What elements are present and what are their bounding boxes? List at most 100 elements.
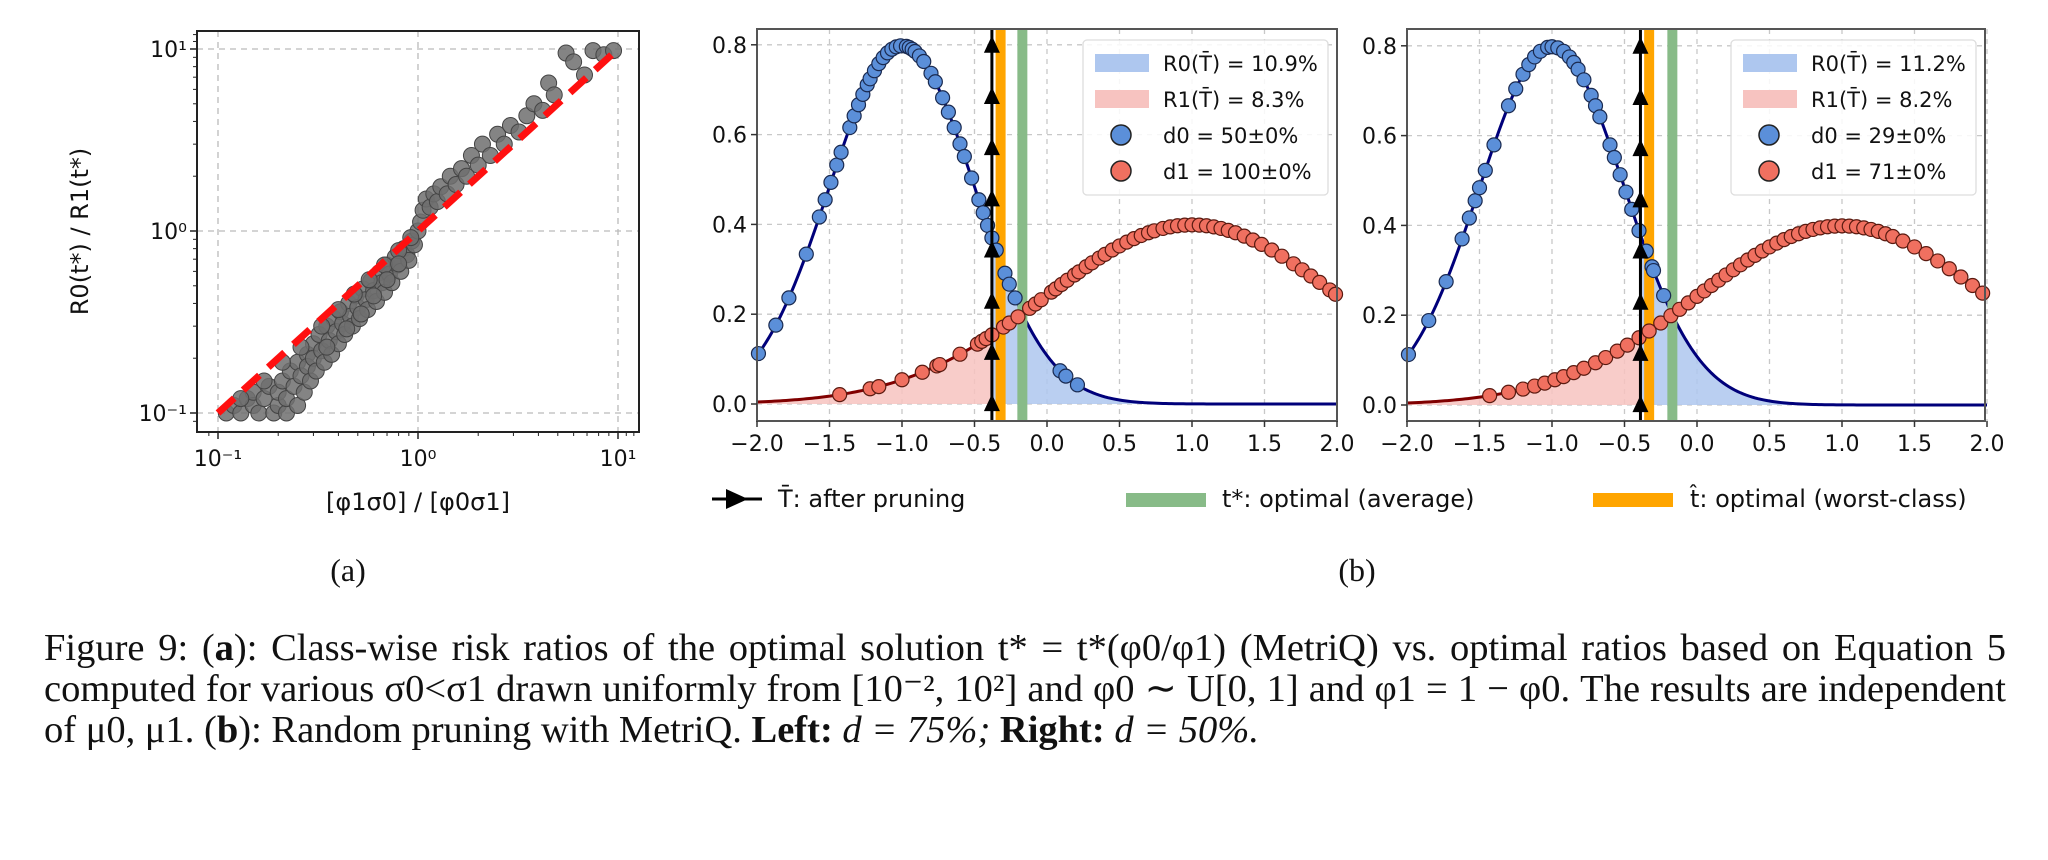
class0-sample-point	[811, 209, 827, 225]
legend-box	[1082, 39, 1329, 196]
class1-sample-point	[871, 379, 887, 395]
x-tick-label: −1.5	[1453, 432, 1506, 457]
class0-sample-point	[934, 90, 951, 106]
class0-density-curve	[1405, 45, 1987, 407]
t-bar-triangle-icon	[983, 240, 1000, 258]
red-marker-icon	[1758, 160, 1780, 182]
y-tick-label: 0.4	[712, 213, 747, 238]
y-tick-label: 10⁰	[150, 220, 187, 245]
panel-a-scatter: 10⁻¹ 10⁻¹ 10⁰ 10⁰ 10¹ 10¹ [φ1σ0] / [φ0σ1] R0(…	[66, 30, 640, 588]
y-tick-label: 0.0	[712, 393, 747, 418]
caption-a-label: a	[214, 627, 234, 669]
y-tick-label: 0.6	[712, 124, 747, 149]
subfigure-label-b: (b)	[1338, 552, 1375, 588]
x-tick-label: −1.5	[803, 432, 856, 457]
caption-a-text: : Class-wise risk ratios of the optimal …	[44, 627, 2006, 751]
class0-sample-point	[1500, 98, 1517, 114]
reference-diagonal-line	[215, 46, 621, 416]
panel-a-points	[217, 42, 623, 422]
figure-caption: Figure 9: (a): Class-wise risk ratios of…	[44, 627, 2006, 751]
class0-sample-point	[1058, 368, 1074, 384]
scatter-point	[250, 404, 268, 422]
caption-right-value: d = 50%.	[1114, 709, 1260, 751]
red-area-swatch-icon	[1743, 90, 1797, 108]
class0-sample-point	[823, 174, 839, 190]
class1-sample-point	[832, 387, 848, 403]
subfigure-label-a: (a)	[330, 552, 366, 588]
class1-sample-point	[1964, 277, 1981, 294]
class0-sample-point	[952, 136, 968, 152]
legend-label-t-bar: T̄: after pruning	[777, 484, 965, 513]
blue-marker-icon	[1758, 124, 1780, 146]
class0-sample-point	[1612, 167, 1628, 183]
class1-sample-point	[1033, 292, 1049, 308]
class0-sample-point	[1400, 346, 1417, 363]
arrow-triangle-icon	[726, 489, 748, 509]
legend-label: d1 = 100±0%	[1163, 160, 1312, 184]
class1-risk-area	[1407, 336, 1641, 405]
class1-sample-point	[1941, 261, 1957, 277]
t-bar-triangle-icon	[983, 138, 1000, 156]
red-marker-icon	[1110, 160, 1132, 182]
class1-sample-point	[1653, 315, 1669, 331]
y-tick-label: 0.2	[712, 303, 747, 328]
t-bar-triangle-icon	[1632, 190, 1649, 208]
t-bar-triangle-icon	[983, 342, 1000, 360]
blue-marker-icon	[1110, 124, 1132, 146]
class0-sample-point	[829, 157, 845, 173]
class0-sample-point	[963, 170, 980, 186]
class1-sample-point	[1619, 337, 1636, 353]
red-area-swatch-icon	[1095, 90, 1149, 108]
class1-sample-point	[1311, 274, 1328, 290]
class0-sample-point	[1602, 137, 1618, 153]
class1-sample-point	[1598, 349, 1614, 366]
legend-label: d0 = 50±0%	[1163, 124, 1298, 148]
x-tick-label: −1.0	[1525, 432, 1578, 457]
x-tick-label: −0.5	[948, 432, 1001, 457]
t-bar-triangle-icon	[1632, 36, 1649, 54]
caption-left-label: Left:	[751, 709, 833, 751]
class0-sample-point	[1467, 193, 1483, 209]
class0-sample-point	[798, 246, 814, 262]
t-bar-triangle-icon	[1632, 87, 1649, 105]
x-tick-label: −2.0	[730, 432, 783, 457]
class0-sample-point	[1486, 137, 1502, 153]
y-tick-label: 0.8	[712, 34, 747, 59]
x-tick-label: −0.5	[1598, 432, 1651, 457]
x-tick-label: 1.0	[1175, 432, 1210, 457]
class0-sample-point	[946, 119, 962, 136]
legend-label: R0(T̄) = 10.9%	[1163, 51, 1318, 76]
caption-right-label: Right:	[999, 709, 1105, 751]
blue-area-swatch-icon	[1095, 54, 1149, 72]
class1-sample-point	[1274, 248, 1290, 264]
y-tick-label: 0.4	[1362, 214, 1397, 239]
caption-b-label: b	[216, 709, 239, 751]
class1-sample-point	[1975, 285, 1991, 301]
x-tick-label: 1.5	[1247, 432, 1282, 457]
t-bar-triangle-icon	[1632, 241, 1649, 259]
legend-label: d1 = 71±0%	[1811, 160, 1946, 184]
x-tick-label: −1.0	[875, 432, 928, 457]
class0-sample-point	[1477, 162, 1493, 178]
x-tick-label: 0.0	[1030, 432, 1065, 457]
class0-sample-point	[1576, 72, 1592, 88]
class0-sample-point	[1471, 180, 1488, 196]
y-tick-label: 0.6	[1362, 125, 1397, 150]
class0-sample-point	[750, 345, 767, 362]
panel-b-left: −2.0 −1.5 −1.0 −0.5 0.0 0.5 1.0 1.5 2.0 0.0 0.2 0.4…	[712, 28, 1355, 457]
legend-label-t-star: t*: optimal (average)	[1222, 485, 1474, 513]
class0-sample-point	[1007, 290, 1023, 306]
bottom-legend: T̄: after pruning t*: optimal (average) …	[712, 484, 1967, 588]
y-tick-label: 0.0	[1362, 394, 1397, 419]
class0-sample-point	[768, 317, 784, 333]
scatter-point	[378, 271, 396, 289]
legend-label-t-hat: t̂: optimal (worst-class)	[1689, 485, 1966, 513]
class0-sample-point	[1438, 273, 1454, 290]
class0-sample-point	[975, 205, 991, 221]
class0-sample-point	[940, 104, 957, 120]
legend-label: R0(T̄) = 11.2%	[1811, 51, 1966, 76]
orange-band-icon	[1593, 493, 1673, 507]
class1-sample-point	[932, 356, 948, 373]
t-star-band	[1667, 29, 1678, 421]
t-bar-triangle-icon	[1632, 395, 1649, 413]
